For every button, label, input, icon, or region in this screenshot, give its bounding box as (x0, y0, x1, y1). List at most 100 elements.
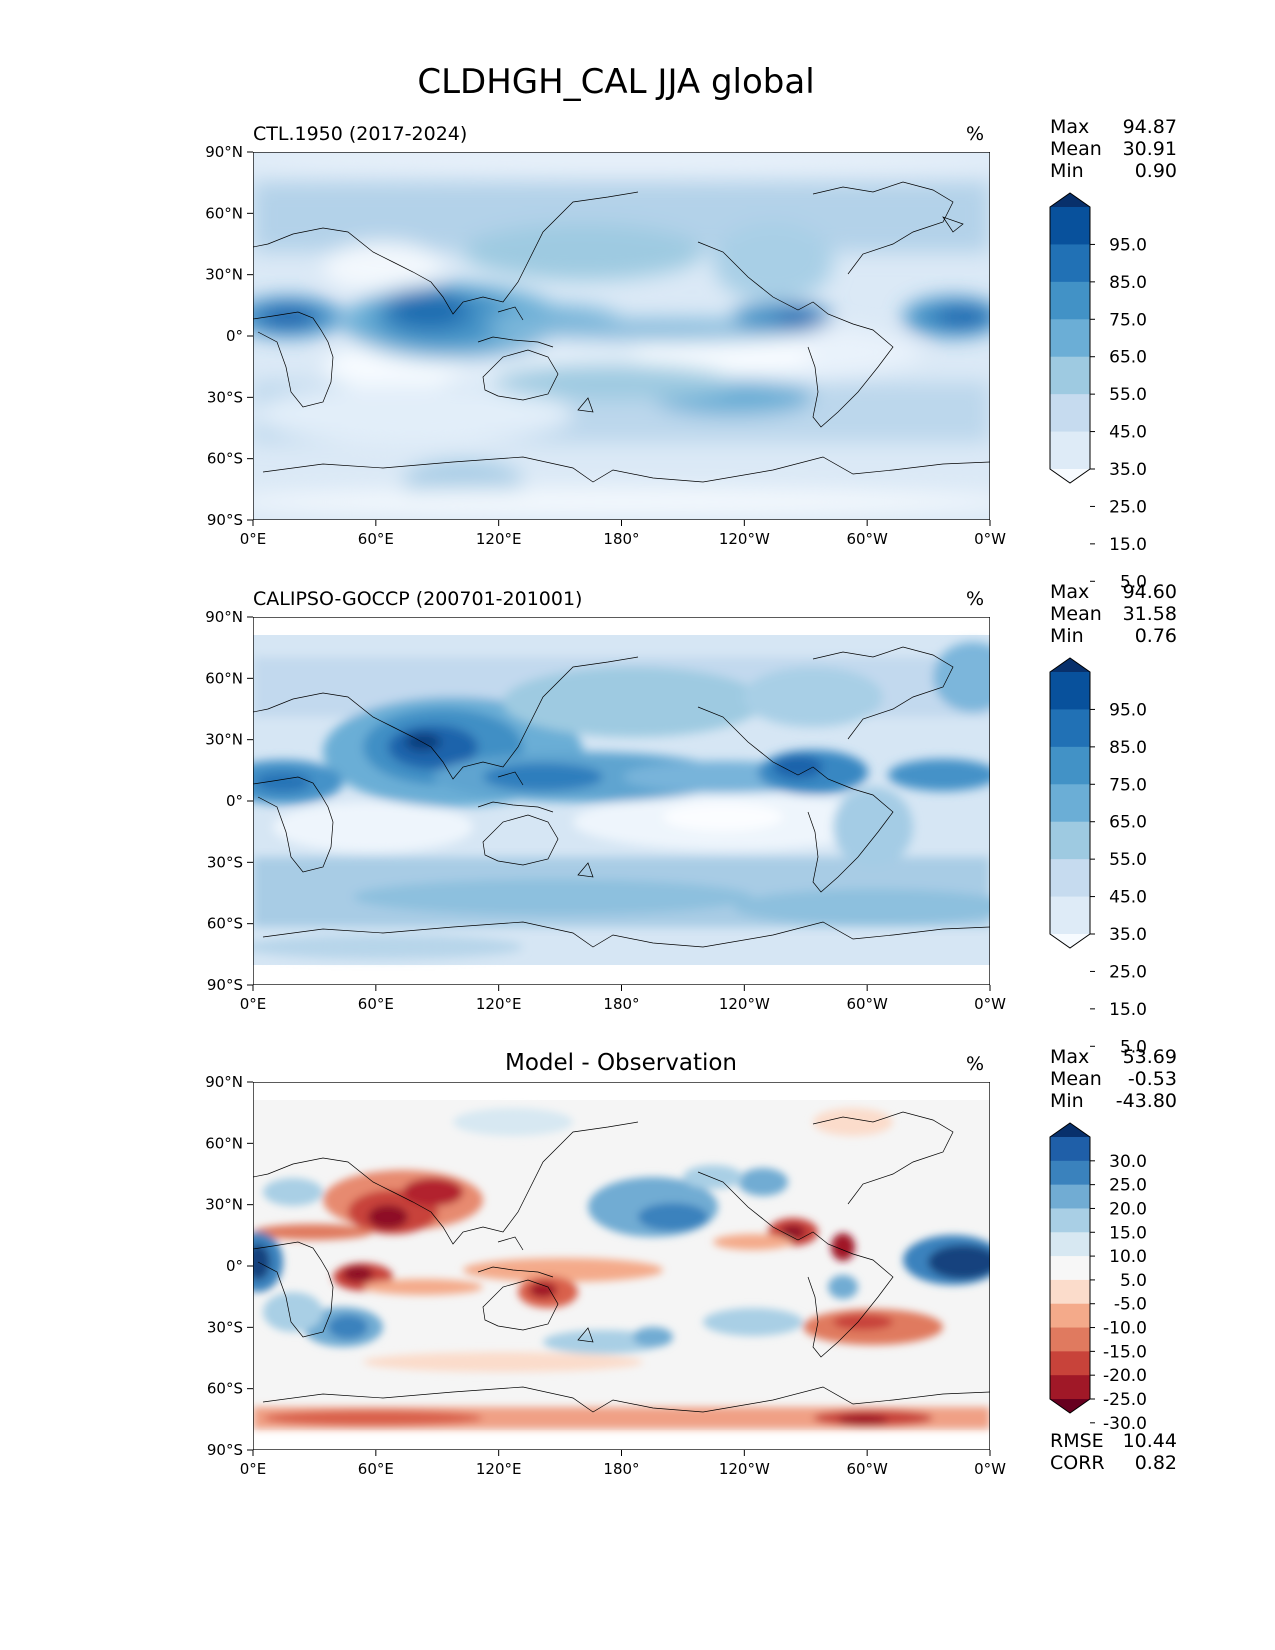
stat-label: CORR (1050, 1452, 1105, 1474)
axis-ticks: 90°N 60°N 30°N 0° 30°S 60°S 90°S0°E 60°E 120°E 18… (205, 608, 1006, 1013)
lon-tick-label: 0°E (240, 530, 267, 548)
stat-label: Max (1050, 581, 1089, 603)
colorbar-label: 95.0 (1109, 235, 1147, 255)
lat-tick-label: 60°N (205, 204, 243, 222)
stat-value: 94.87 (1123, 116, 1177, 138)
panel-title: CALIPSO-GOCCP (200701-201001) (253, 588, 582, 610)
colorbar-label: 65.0 (1109, 813, 1147, 833)
colorbar-label: -25.0 (1103, 1390, 1147, 1410)
stat-label: Min (1050, 625, 1084, 647)
lat-tick-label: 30°S (207, 853, 243, 871)
stat-label: Mean (1050, 603, 1102, 625)
colorbar-segment (1050, 746, 1090, 785)
lat-tick-label: 30°N (205, 1196, 243, 1214)
figure-title: CLDHGH_CAL JJA global (417, 62, 814, 102)
panel-difference: Model - Observation % (205, 1046, 1177, 1478)
lat-tick-label: 90°N (205, 1073, 243, 1091)
lat-tick-label: 90°S (207, 1441, 243, 1459)
lat-tick-label: 90°N (205, 608, 243, 626)
colorbar-label: 5.0 (1120, 1037, 1147, 1057)
colorbar-segment (1050, 1351, 1090, 1376)
stat-value: -0.53 (1128, 1068, 1177, 1090)
colorbar-extend-bottom (1050, 934, 1090, 948)
units-label: % (966, 123, 984, 145)
colorbar-label: 5.0 (1120, 1271, 1147, 1291)
colorbar-label: 95.0 (1109, 700, 1147, 720)
colorbar-label: 25.0 (1109, 497, 1147, 517)
colorbar-segment (1050, 1279, 1090, 1305)
colorbar-label: 85.0 (1109, 738, 1147, 758)
colorbar-segment (1050, 1327, 1090, 1352)
colorbar-segment (1050, 1256, 1090, 1281)
lon-tick-label: 120°E (476, 1460, 522, 1478)
colorbar-label: -20.0 (1103, 1366, 1147, 1386)
colorbar-label: 30.0 (1109, 1152, 1147, 1172)
lat-tick-label: 90°S (207, 511, 243, 529)
lat-tick-label: 30°S (207, 1318, 243, 1336)
lat-tick-label: 30°N (205, 731, 243, 749)
colorbar-label: 35.0 (1109, 925, 1147, 945)
colorbar-segment (1050, 356, 1090, 395)
map-plot-area (253, 152, 990, 520)
lat-tick-label: 90°N (205, 143, 243, 161)
lon-tick-label: 60°W (846, 995, 888, 1013)
colorbar-segment (1050, 1137, 1090, 1162)
lon-tick-label: 120°E (476, 995, 522, 1013)
stat-label: Max (1050, 116, 1089, 138)
colorbar-label: 15.0 (1109, 535, 1147, 555)
difference-field (253, 1108, 990, 1429)
panel-title: Model - Observation (505, 1050, 737, 1076)
stat-label: Min (1050, 1090, 1084, 1112)
colorbar-label: 45.0 (1109, 888, 1147, 908)
stat-value: 30.91 (1123, 138, 1177, 160)
stat-value: 0.90 (1135, 160, 1177, 182)
colorbar-segment (1050, 709, 1090, 748)
lon-tick-label: 180° (603, 530, 639, 548)
stat-value: 94.60 (1123, 581, 1177, 603)
coastlines (253, 181, 990, 483)
axis-ticks: 90°N 60°N 30°N 0° 30°S 60°S 90°S0°E 60°E 120°E 18… (205, 1073, 1006, 1478)
stats-box: Max 53.69 Mean -0.53 Min -43.80 (1050, 1046, 1177, 1112)
lat-tick-label: 60°S (207, 1380, 243, 1398)
lon-tick-label: 60°E (358, 995, 394, 1013)
colorbar-extend-bottom (1050, 469, 1090, 483)
colorbar-label: -5.0 (1114, 1295, 1147, 1315)
lat-tick-label: 0° (226, 327, 243, 345)
lon-tick-label: 120°W (719, 530, 770, 548)
colorbar: 95.0 85.0 75.0 65.0 55.0 45.0 35.0 25.0 15.0 5.0 (1049, 192, 1147, 592)
lat-tick-label: 60°N (205, 669, 243, 687)
colorbar-segment (1050, 859, 1090, 898)
coastlines (253, 1111, 990, 1413)
lon-tick-label: 60°W (846, 1460, 888, 1478)
stat-value: 53.69 (1123, 1046, 1177, 1068)
colorbar-segment (1050, 207, 1090, 245)
stats-box: Max 94.60 Mean 31.58 Min 0.76 (1050, 581, 1177, 647)
colorbar-segment (1050, 1160, 1090, 1186)
lat-tick-label: 0° (226, 792, 243, 810)
colorbar-label: 15.0 (1109, 1000, 1147, 1020)
lat-tick-label: 60°N (205, 1134, 243, 1152)
lon-tick-label: 180° (603, 1460, 639, 1478)
colorbar-label: 25.0 (1109, 1176, 1147, 1196)
lat-tick-label: 60°S (207, 450, 243, 468)
colorbar-label: 10.0 (1109, 1247, 1147, 1267)
lon-tick-label: 60°E (358, 530, 394, 548)
panel-model: CTL.1950 (2017-2024) % (205, 116, 1177, 592)
units-label: % (966, 1053, 984, 1075)
colorbar-extend-bottom (1050, 1399, 1090, 1413)
panel-observation: CALIPSO-GOCCP (200701-201001) % (205, 581, 1177, 1057)
lon-tick-label: 0°W (974, 530, 1006, 548)
colorbar-segment (1050, 1208, 1090, 1233)
colorbar-segment (1050, 784, 1090, 823)
lat-tick-label: 30°S (207, 388, 243, 406)
lat-tick-label: 60°S (207, 915, 243, 933)
lat-tick-label: 30°N (205, 266, 243, 284)
stat-value: 0.76 (1135, 625, 1177, 647)
colorbar-label: 15.0 (1109, 1223, 1147, 1243)
axis-ticks: 90°N 60°N 30°N 0° 30°S 60°S 90°S0°E 60°E 120°E 18… (205, 143, 1006, 548)
colorbar-segment (1050, 1375, 1090, 1400)
lon-tick-label: 120°E (476, 530, 522, 548)
lon-tick-label: 0°E (240, 1460, 267, 1478)
colorbar-segment (1050, 244, 1090, 283)
